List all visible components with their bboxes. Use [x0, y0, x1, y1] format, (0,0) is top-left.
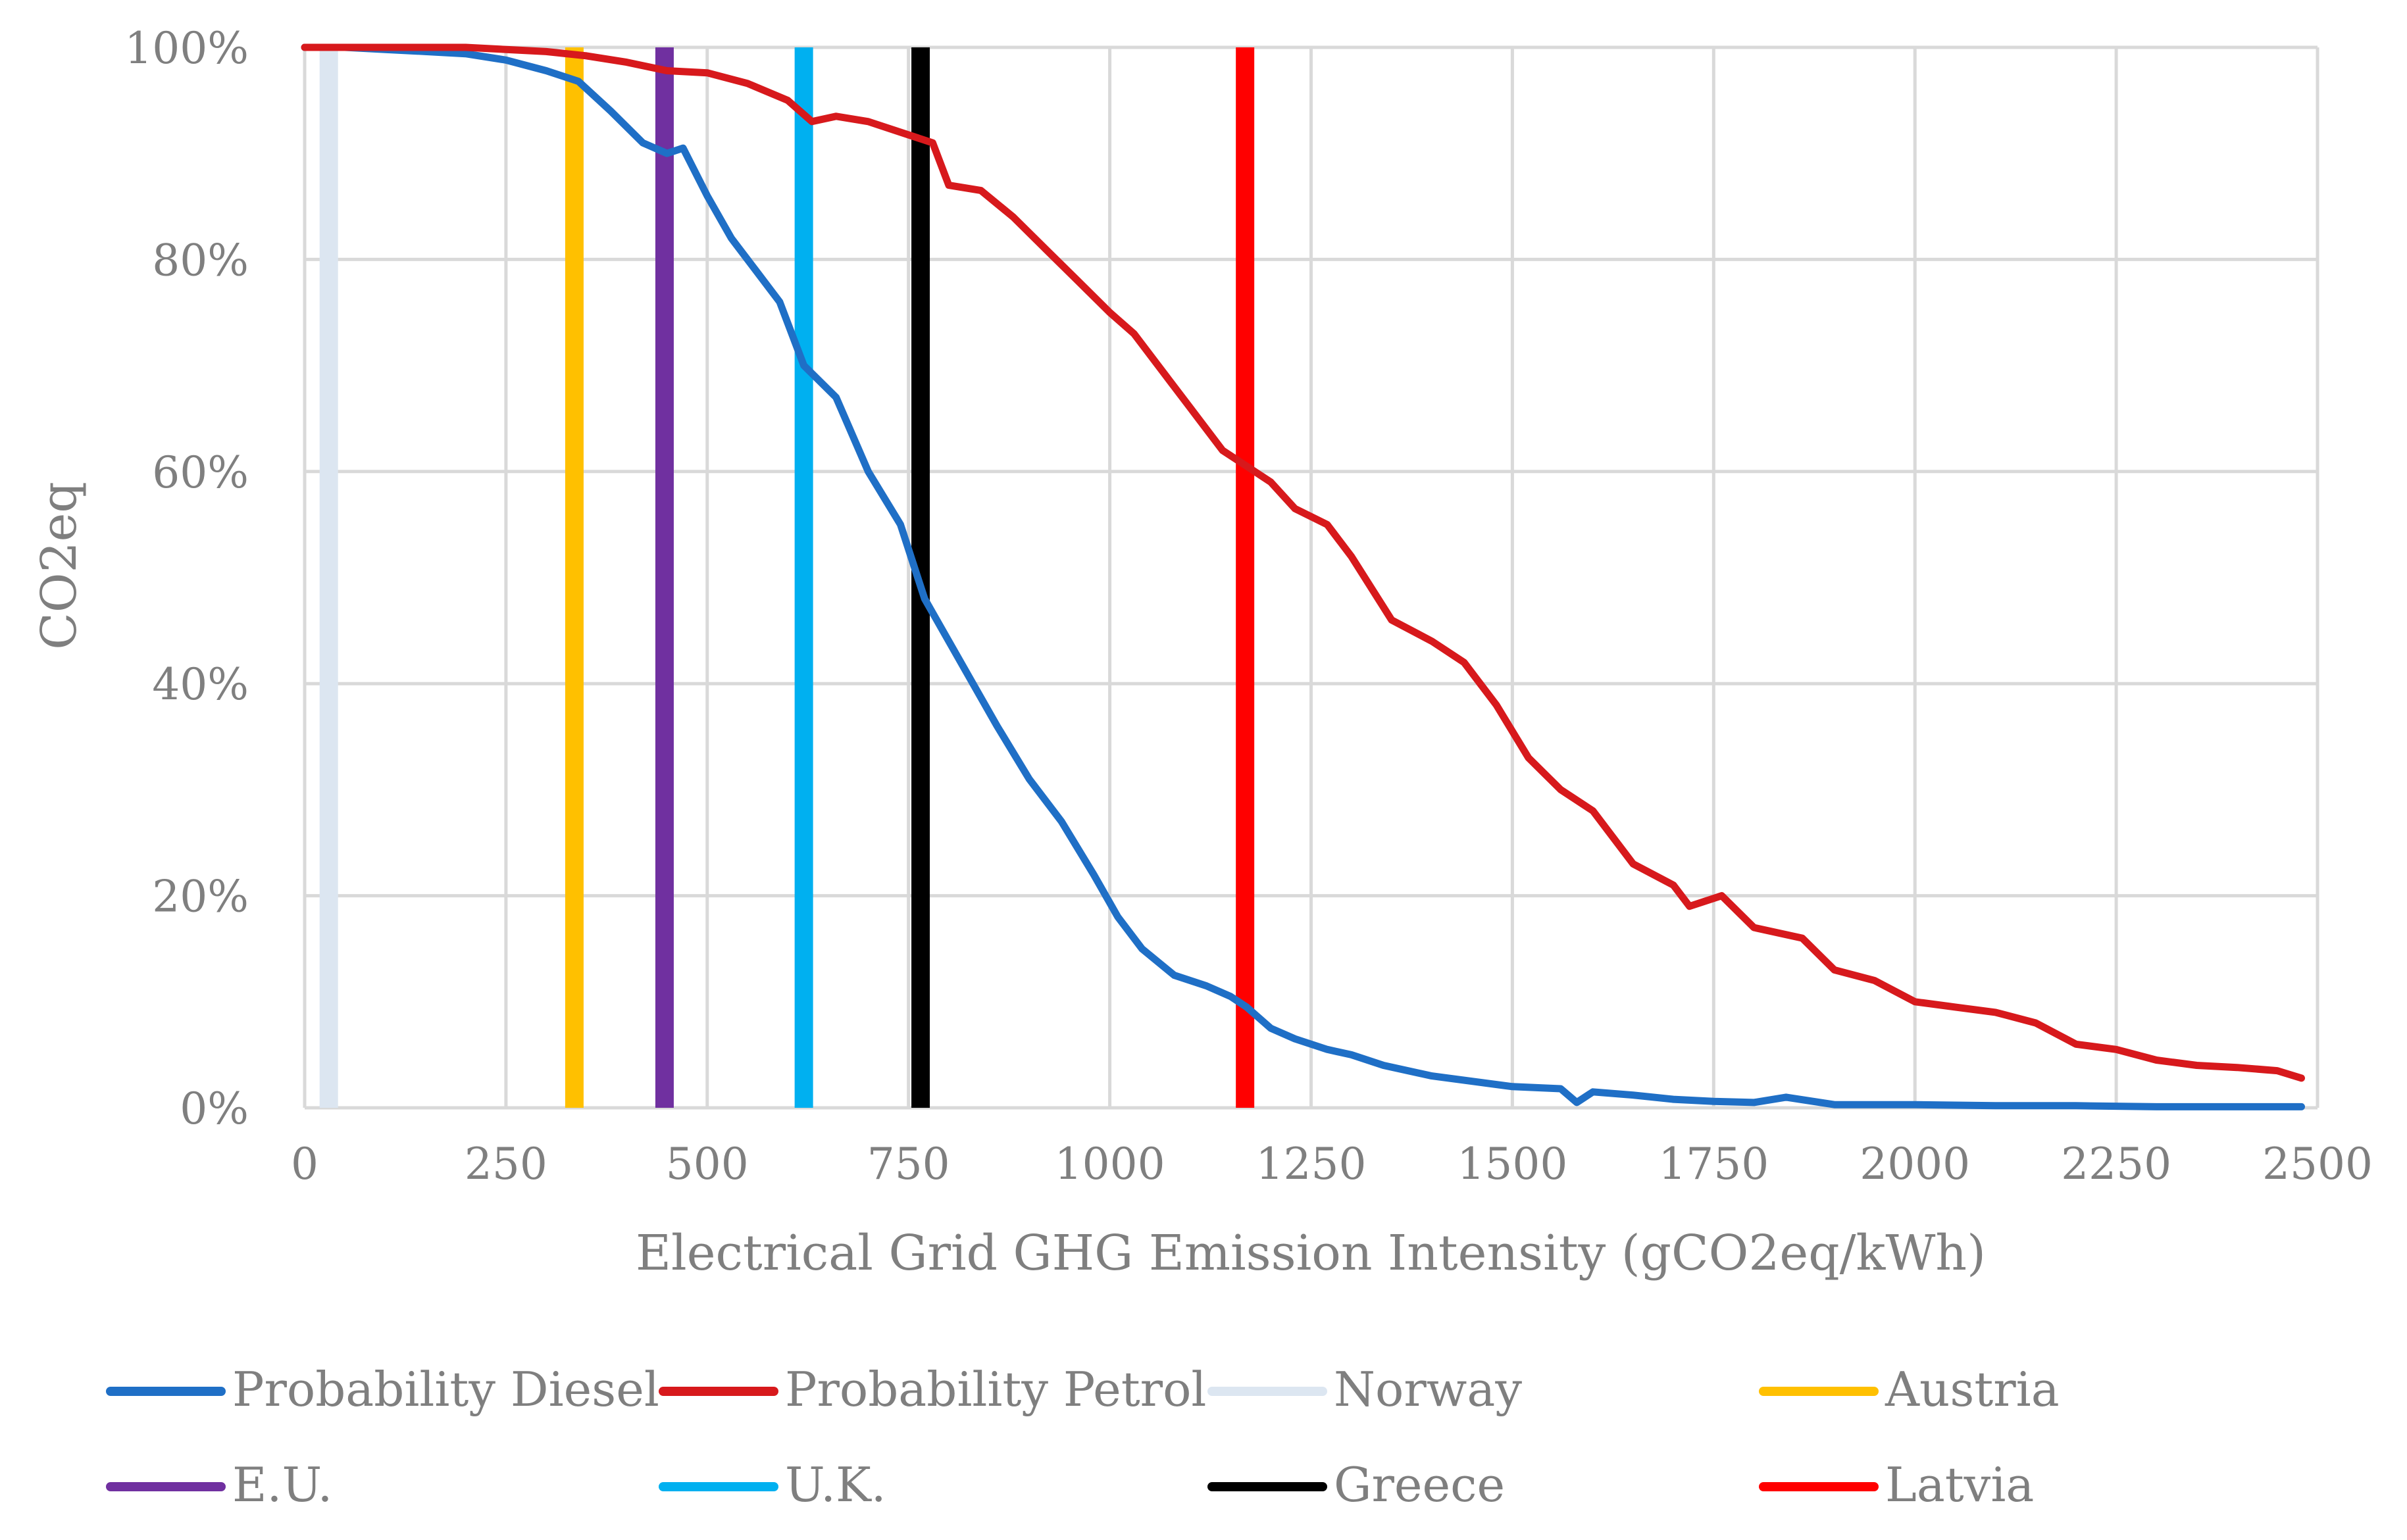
- legend: Probability Diesel Probability Petrol Norw…: [106, 1362, 2060, 1512]
- gridlines: [303, 45, 2319, 1110]
- x-axis-title: Electrical Grid GHG Emission Intensity (…: [636, 1225, 1986, 1281]
- x-tick-label: 2250: [2061, 1139, 2171, 1189]
- y-tick-label: 20%: [152, 872, 249, 922]
- y-tick-label: 0%: [180, 1083, 249, 1134]
- y-tick-label: 40%: [152, 659, 249, 710]
- country-reference-lines: [319, 47, 1255, 1108]
- x-tick-label: 1500: [1457, 1139, 1567, 1189]
- legend-label-probability-diesel: Probability Diesel: [232, 1362, 659, 1417]
- x-tick-label: 2000: [1860, 1139, 1970, 1189]
- y-axis-title: CO2eq: [31, 482, 88, 650]
- legend-label-norway: Norway: [1334, 1362, 1522, 1417]
- x-tick-label: 1000: [1055, 1139, 1165, 1189]
- series-probability-petrol: [301, 43, 2305, 1082]
- series-probability-diesel: [301, 43, 2305, 1110]
- legend-label-probability-petrol: Probability Petrol: [785, 1362, 1206, 1417]
- legend-label-u-k: U.K.: [785, 1457, 886, 1512]
- legend-label-greece: Greece: [1334, 1457, 1505, 1512]
- tick-labels: 0 250 500 750 1000 1250 1500 1750 2000 2250 2500 0%…: [124, 23, 2373, 1189]
- x-tick-label: 1750: [1658, 1139, 1769, 1189]
- x-tick-label: 750: [867, 1139, 950, 1189]
- y-tick-label: 80%: [152, 235, 249, 286]
- legend-label-latvia: Latvia: [1885, 1457, 2034, 1512]
- x-tick-label: 1250: [1256, 1139, 1367, 1189]
- x-tick-label: 500: [666, 1139, 749, 1189]
- probability-series: [301, 43, 2305, 1110]
- x-tick-label: 250: [465, 1139, 547, 1189]
- y-tick-label: 60%: [152, 447, 249, 498]
- legend-label-austria: Austria: [1885, 1362, 2060, 1417]
- x-tick-label: 0: [291, 1139, 318, 1189]
- y-tick-label: 100%: [124, 23, 249, 74]
- x-tick-label: 2500: [2262, 1139, 2373, 1189]
- legend-label-e-u: E.U.: [232, 1457, 332, 1512]
